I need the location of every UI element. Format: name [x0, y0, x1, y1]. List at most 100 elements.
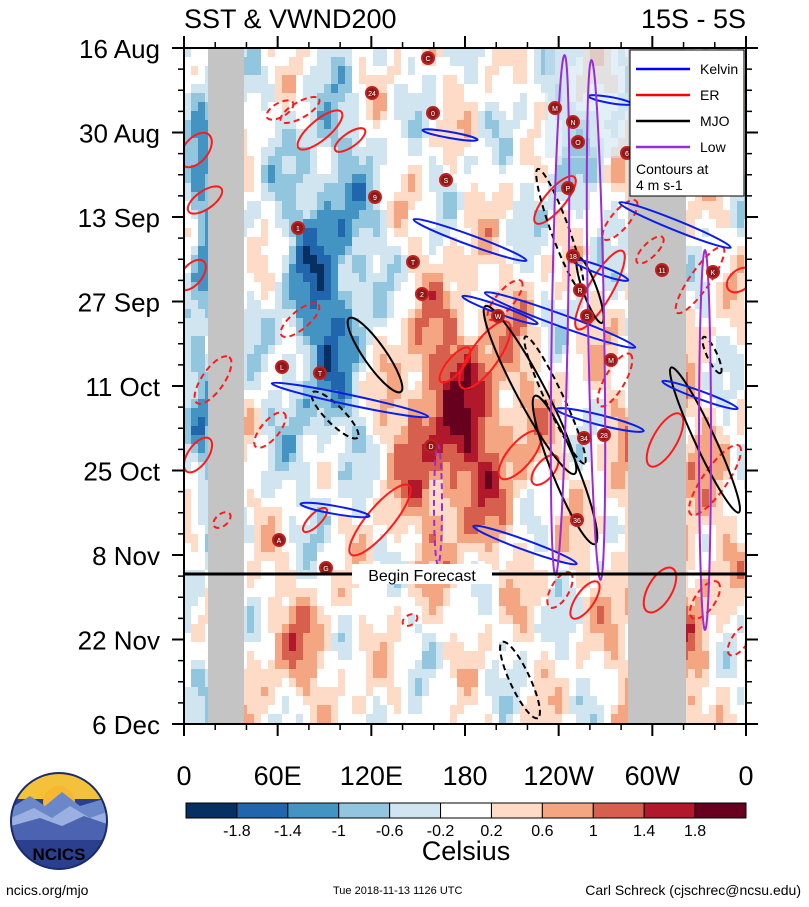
er-contour: [725, 266, 746, 294]
colorbar-swatch: [389, 802, 442, 819]
colorbar-tick-label: 1: [589, 823, 598, 840]
storm-label: C: [425, 56, 430, 63]
colorbar-tick-label: 0.6: [531, 823, 553, 840]
colorbar-tick-label: -1.8: [223, 823, 251, 840]
storm-label: 34: [580, 436, 588, 443]
er-contour: [601, 198, 639, 242]
storm-label: 36: [573, 518, 581, 525]
storm-markers: C 24 0 M N O 6 P S 1 9 T 18 R S W L T M 11 K 2 34 28 D 36 A G: [272, 51, 720, 575]
storm-marker: C: [421, 51, 435, 65]
er-contour: [497, 429, 543, 481]
er-contour: [279, 96, 321, 125]
storm-marker: 1: [291, 221, 305, 235]
colorbar-tick-label: -1.4: [274, 823, 302, 840]
storm-marker: M: [548, 101, 562, 115]
colorbar-swatch: [592, 802, 645, 819]
er-contour: [726, 623, 746, 657]
er-contour: [574, 249, 626, 331]
forecast-label-bg: [352, 564, 492, 584]
storm-marker: 34: [577, 431, 591, 445]
er-contour: [458, 320, 512, 390]
er-contour: [635, 235, 665, 265]
y-tick-label: 8 Nov: [92, 541, 160, 571]
er-contour: [569, 580, 601, 620]
er-contour: [184, 436, 214, 474]
y-tick-label: 11 Oct: [85, 372, 160, 402]
er-contour: [279, 302, 321, 338]
colorbar-tick-label: -1: [332, 823, 346, 840]
legend-label-low: Low: [700, 139, 727, 155]
storm-label: S: [444, 178, 449, 185]
storm-label: M: [608, 358, 614, 365]
storm-marker: 0: [426, 106, 440, 120]
er-contour: [186, 185, 224, 215]
storm-label: W: [495, 314, 502, 321]
footer-right: Carl Schreck (cjschrec@ncsu.edu): [585, 882, 801, 898]
mjo-contour: [346, 316, 404, 394]
storm-marker: S: [439, 173, 453, 187]
y-axis: 16 Aug 30 Aug 13 Sep 27 Sep 11 Oct 25 Oct 8 No…: [78, 34, 758, 740]
storm-label: 9: [373, 195, 377, 202]
legend-label-mjo: MJO: [700, 113, 730, 129]
er-contour: [642, 566, 678, 614]
storm-label: M: [552, 106, 558, 113]
legend-note-line2: 4 m s-1: [636, 177, 683, 193]
storm-label: T: [411, 260, 416, 267]
logo-text: NCICS: [33, 845, 86, 864]
colorbar-swatch: [643, 802, 696, 819]
storm-marker: D: [424, 439, 438, 453]
chart-region: 15S - 5S: [641, 4, 746, 34]
storm-marker: A: [272, 533, 286, 547]
storm-label: G: [323, 566, 328, 573]
y-tick-label: 30 Aug: [79, 119, 160, 149]
y-tick-label: 6 Dec: [92, 710, 160, 740]
storm-label: 2: [420, 292, 424, 299]
footer-left[interactable]: ncics.org/mjo: [6, 882, 89, 898]
storm-marker: L: [275, 360, 289, 374]
legend-label-er: ER: [700, 87, 719, 103]
kelvin-contour: [555, 407, 645, 433]
storm-marker: 18: [566, 249, 580, 263]
storm-marker: 36: [570, 513, 584, 527]
kelvin-contour: [472, 524, 578, 566]
storm-marker: 9: [368, 190, 382, 204]
storm-marker: 2: [415, 287, 429, 301]
storm-label: 28: [600, 433, 608, 440]
kelvin-contour: [270, 381, 430, 419]
storm-label: S: [585, 314, 590, 321]
low-contour: [698, 249, 712, 631]
land-mask-africa: [208, 48, 244, 724]
storm-marker: S: [580, 309, 594, 323]
storm-marker: 24: [365, 86, 379, 100]
er-contour: [253, 411, 287, 449]
storm-label: 1: [296, 226, 300, 233]
storm-marker: O: [571, 135, 585, 149]
x-axis: 0 60E 120E 180 120W 60W 0: [176, 36, 754, 791]
colorbar-tick-label: -0.6: [376, 823, 404, 840]
colorbar-swatch: [185, 802, 238, 819]
colorbar-swatch: [287, 802, 340, 819]
er-contour: [301, 506, 329, 534]
colorbar-tick-label: 1.4: [633, 823, 655, 840]
storm-label: D: [428, 444, 433, 451]
storm-marker: 11: [655, 263, 669, 277]
colorbar-swatch: [236, 802, 289, 819]
er-contour: [184, 131, 213, 169]
x-tick-label: 60E: [254, 761, 302, 791]
mjo-contour: [499, 640, 541, 720]
y-tick-label: 22 Nov: [78, 626, 160, 656]
storm-label: P: [566, 186, 571, 193]
er-contour: [401, 613, 419, 627]
storm-label: 6: [625, 151, 629, 158]
er-contour: [212, 511, 232, 529]
mjo-contour: [701, 335, 723, 375]
mjo-contour: [523, 335, 587, 465]
kelvin-contour: [412, 217, 528, 263]
legend-note-line1: Contours at: [636, 161, 708, 177]
storm-marker: R: [573, 283, 587, 297]
x-tick-label: 180: [442, 761, 487, 791]
storm-label: 0: [431, 111, 435, 118]
storm-marker: W: [491, 309, 505, 323]
storm-label: 24: [368, 91, 376, 98]
